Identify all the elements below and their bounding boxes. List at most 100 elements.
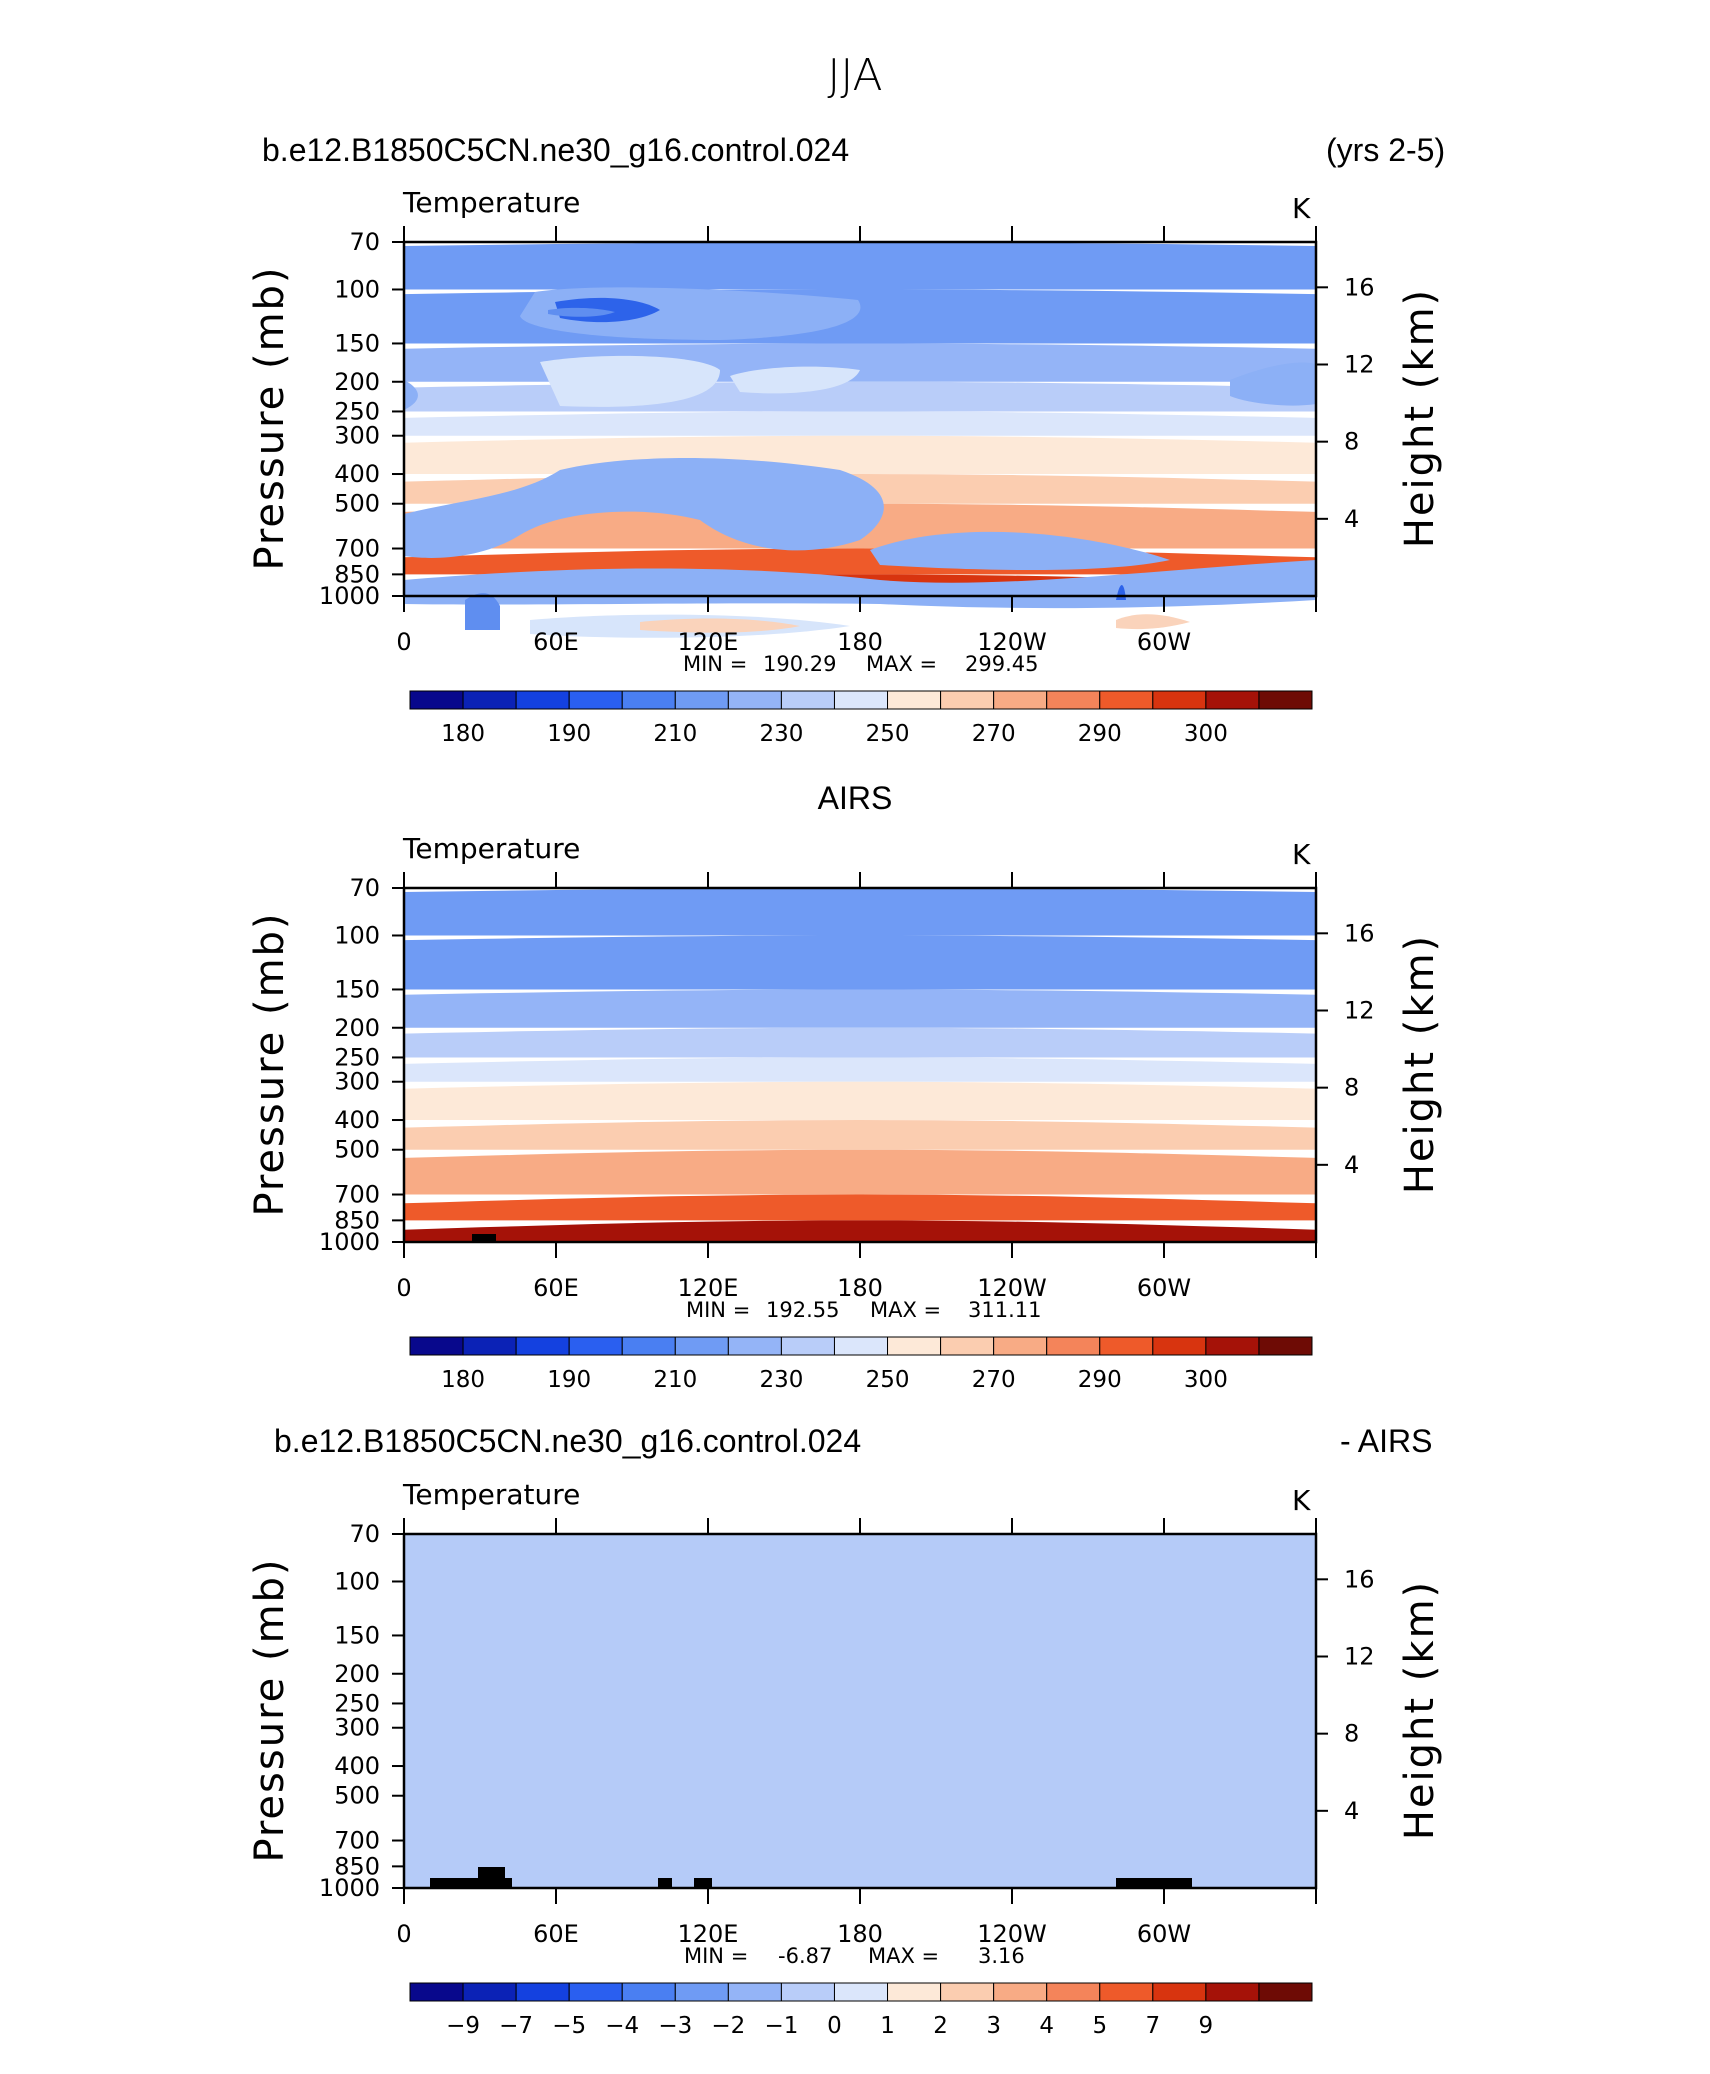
- pressure-tick-label: 300: [334, 1714, 380, 1742]
- panel2-band-250-300: [404, 1057, 1316, 1082]
- panel3-minus-obs: - AIRS: [1340, 1423, 1433, 1459]
- pressure-tick-label: 500: [334, 1136, 380, 1164]
- colorbar-label: −4: [605, 2013, 639, 2039]
- pressure-tick-label: 700: [334, 1827, 380, 1855]
- panel2-plot: [404, 888, 1316, 1242]
- colorbar-label: 270: [972, 1367, 1016, 1393]
- panel3-min-value: -6.87: [778, 1944, 833, 1968]
- colorbar-swatch: [409, 1982, 464, 2002]
- panel1-min-value: 190.29: [763, 652, 837, 676]
- colorbar-label: −5: [552, 2013, 586, 2039]
- pressure-tick-label: 850: [334, 1206, 380, 1234]
- colorbar-swatch: [674, 690, 729, 710]
- panel2-topography: [472, 1234, 496, 1242]
- panel2-band-700-850: [404, 1194, 1316, 1221]
- colorbar-label: 270: [972, 721, 1016, 747]
- colorbar-swatch: [727, 1336, 782, 1356]
- colorbar-swatch: [940, 690, 995, 710]
- panel3-topography: [658, 1878, 672, 1888]
- colorbar-swatch: [462, 690, 517, 710]
- panel3-topography: [430, 1878, 512, 1888]
- pressure-tick-label: 300: [334, 422, 380, 450]
- colorbar-swatch: [780, 1982, 835, 2002]
- colorbar-swatch: [887, 1336, 942, 1356]
- colorbar-swatch: [780, 690, 835, 710]
- colorbar-swatch: [462, 1982, 517, 2002]
- colorbar-label: −7: [499, 2013, 533, 2039]
- panel1-band-200-250: [404, 381, 1316, 412]
- pressure-tick-label: 70: [349, 228, 380, 256]
- colorbar-swatch: [727, 1982, 782, 2002]
- colorbar-label: 300: [1184, 721, 1228, 747]
- pressure-tick-label: 1000: [319, 582, 380, 610]
- pressure-tick-label: 700: [334, 1181, 380, 1209]
- lon-tick-label: 120W: [977, 1274, 1047, 1302]
- panel1-units-label: K: [1292, 192, 1311, 225]
- colorbar-swatch: [993, 690, 1048, 710]
- lon-tick-label: 180: [837, 1920, 883, 1948]
- colorbar-swatch: [1099, 1336, 1154, 1356]
- panel3-topography: [1116, 1878, 1192, 1888]
- colorbar-swatch: [993, 1982, 1048, 2002]
- colorbar-swatch: [1152, 1336, 1207, 1356]
- pressure-tick-label: 400: [334, 1106, 380, 1134]
- figure-title: JJA: [827, 50, 883, 101]
- panel2-band-400-500: [404, 1120, 1316, 1150]
- lon-tick-label: 60W: [1137, 1920, 1191, 1948]
- lon-tick-label: 60W: [1137, 1274, 1191, 1302]
- pressure-tick-label: 150: [334, 1621, 380, 1649]
- lon-tick-label: 60E: [533, 1920, 579, 1948]
- colorbar-swatch: [515, 690, 570, 710]
- panel3-contour-region: [404, 380, 418, 410]
- panel3-contour-region: [1230, 362, 1316, 406]
- colorbar-swatch: [409, 690, 464, 710]
- colorbar-label: 210: [653, 721, 697, 747]
- colorbar-swatch: [409, 1336, 464, 1356]
- colorbar-label: 210: [653, 1367, 697, 1393]
- colorbar-swatch: [1046, 1982, 1101, 2002]
- lon-tick-label: 120E: [678, 1274, 739, 1302]
- height-tick-label: 16: [1344, 1565, 1375, 1593]
- colorbar-swatch: [1205, 1336, 1260, 1356]
- panel3-contour-region: [730, 366, 860, 394]
- panel2-obs-name: AIRS: [817, 780, 893, 816]
- panel2-colorbar: 180 190 210 230 250 270 290 300: [409, 1336, 1313, 1393]
- pressure-tick-label: 100: [334, 1567, 380, 1595]
- lon-tick-label: 120W: [977, 1920, 1047, 1948]
- panel2-band-150-200: [404, 989, 1316, 1028]
- colorbar-swatch: [1258, 1336, 1313, 1356]
- colorbar-label: 190: [547, 1367, 591, 1393]
- colorbar-label: 250: [866, 721, 910, 747]
- colorbar-swatch: [1258, 1982, 1313, 2002]
- colorbar-swatch: [515, 1336, 570, 1356]
- pressure-tick-label: 200: [334, 1660, 380, 1688]
- colorbar-swatch: [515, 1982, 570, 2002]
- pressure-tick-label: 250: [334, 1043, 380, 1071]
- panel3-contour-region: [540, 355, 720, 407]
- pressure-tick-label: 500: [334, 1782, 380, 1810]
- panel3-colorbar: −9 −7 −5 −4 −3 −2 −1 0 1 2 3 4 5 7 9: [409, 1982, 1313, 2039]
- colorbar-label: 2: [933, 2013, 948, 2039]
- colorbar-swatch: [833, 1982, 889, 2002]
- panel3-variable-label: Temperature: [403, 1478, 581, 1511]
- height-tick-label: 8: [1344, 1074, 1359, 1102]
- panel2-variable-label: Temperature: [403, 832, 581, 865]
- panel2-max-value: 311.11: [968, 1298, 1042, 1322]
- colorbar-swatch: [833, 1336, 889, 1356]
- lon-tick-label: 60E: [533, 628, 579, 656]
- panel3-topography: [478, 1867, 505, 1888]
- panel3-case-name: b.e12.B1850C5CN.ne30_g16.control.024: [274, 1423, 862, 1459]
- colorbar-swatch: [621, 1336, 676, 1356]
- colorbar-label: 180: [441, 721, 485, 747]
- colorbar-swatch: [568, 1336, 623, 1356]
- colorbar-label: 300: [1184, 1367, 1228, 1393]
- panel1-years: (yrs 2-5): [1326, 132, 1446, 168]
- pressure-tick-label: 200: [334, 1014, 380, 1042]
- pressure-tick-label: 100: [334, 275, 380, 303]
- panel1-colorbar: 180 190 210 230 250 270 290 300: [409, 690, 1313, 747]
- colorbar-swatch: [1258, 690, 1313, 710]
- lon-tick-label: 180: [837, 1274, 883, 1302]
- panel3-min-label: MIN =: [684, 1944, 749, 1968]
